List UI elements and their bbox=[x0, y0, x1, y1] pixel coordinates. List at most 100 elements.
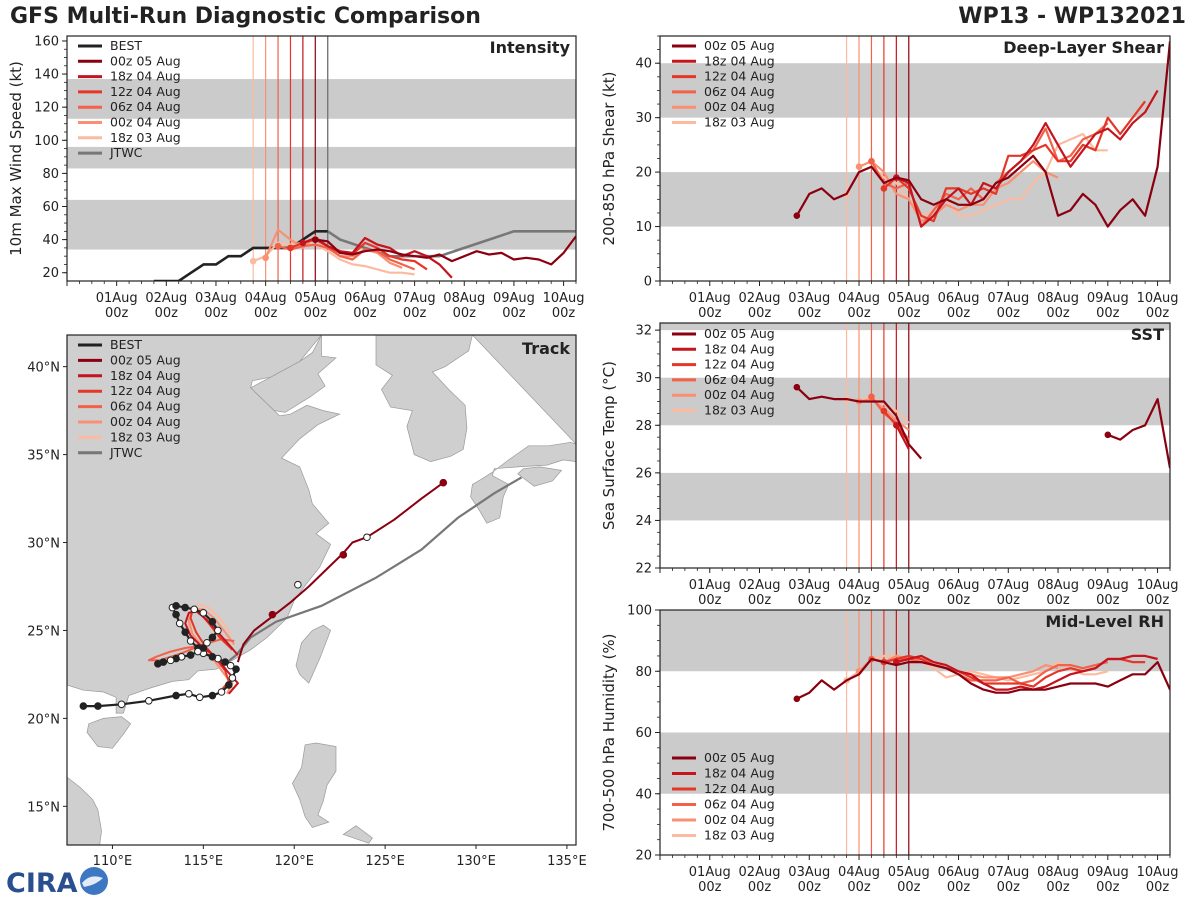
forecast-track-point bbox=[439, 478, 448, 487]
series-line bbox=[795, 41, 1170, 228]
y-tick-label: 100 bbox=[34, 134, 59, 149]
best-track-point bbox=[117, 700, 126, 709]
y-tick-label: 30 bbox=[635, 371, 652, 386]
best-track-point bbox=[79, 702, 88, 710]
x-tick-label: 09Aug bbox=[1087, 865, 1129, 880]
forecast-track-point bbox=[363, 533, 371, 542]
x-tick-sublabel: 00z bbox=[748, 593, 772, 608]
best-track-point bbox=[194, 647, 202, 656]
legend-label: 00z 05 Aug bbox=[110, 53, 181, 68]
x-tick-label: 04Aug bbox=[838, 291, 880, 306]
legend-label: 12z 04 Aug bbox=[704, 357, 775, 372]
legend-label: 12z 04 Aug bbox=[110, 383, 181, 398]
x-tick-sublabel: 00z bbox=[502, 306, 526, 321]
series-start-point bbox=[868, 393, 875, 401]
series-start-point bbox=[793, 212, 801, 219]
x-tick-label: 08Aug bbox=[1037, 291, 1079, 306]
storm-id: WP13 - WP132021 bbox=[958, 4, 1186, 29]
shade-band bbox=[660, 732, 1170, 794]
y-tick-label: 160 bbox=[34, 34, 59, 49]
best-track-point bbox=[186, 637, 195, 645]
y-tick-label: 28 bbox=[635, 419, 652, 434]
x-tick-sublabel: 00z bbox=[698, 880, 722, 895]
panel-intensity: 2040608010012014016001Aug00z02Aug00z03Au… bbox=[7, 34, 585, 321]
panel-rh: 2040608010001Aug00z02Aug00z03Aug00z04Aug… bbox=[600, 604, 1179, 896]
legend-label: 06z 04 Aug bbox=[704, 84, 775, 99]
x-tick-sublabel: 00z bbox=[947, 306, 971, 321]
best-track-point bbox=[217, 688, 226, 696]
shade-band bbox=[660, 377, 1170, 426]
panel-title: Mid-Level RH bbox=[1045, 612, 1164, 631]
x-tick-sublabel: 00z bbox=[254, 306, 278, 321]
x-tick-label: 02Aug bbox=[739, 865, 781, 880]
shade-band bbox=[67, 146, 576, 169]
best-track-point bbox=[214, 626, 222, 635]
legend-label: 06z 04 Aug bbox=[704, 797, 775, 812]
best-track-point bbox=[166, 656, 175, 665]
series-line bbox=[796, 386, 923, 460]
land-mass bbox=[292, 742, 337, 828]
plot-area bbox=[793, 41, 1170, 228]
series-line bbox=[315, 235, 576, 266]
plot-area bbox=[793, 654, 1170, 703]
x-tick-label: 02Aug bbox=[739, 578, 781, 593]
x-tick-label: 01Aug bbox=[96, 291, 138, 306]
lon-label: 135°E bbox=[547, 854, 587, 869]
x-tick-label: 02Aug bbox=[739, 291, 781, 306]
y-tick-label: 32 bbox=[635, 324, 652, 339]
plot-area bbox=[793, 383, 1170, 469]
x-tick-sublabel: 00z bbox=[748, 880, 772, 895]
legend-label: 00z 05 Aug bbox=[704, 326, 775, 341]
panel-title: Track bbox=[522, 339, 570, 358]
y-tick-label: 40 bbox=[42, 233, 59, 248]
series-line bbox=[252, 241, 415, 276]
best-track-point bbox=[208, 633, 217, 642]
land-mass bbox=[67, 776, 102, 845]
series-start-point bbox=[880, 185, 888, 192]
legend-label: 00z 04 Aug bbox=[704, 387, 775, 402]
x-tick-sublabel: 00z bbox=[947, 880, 971, 895]
panel-title: Deep-Layer Shear bbox=[1003, 38, 1164, 57]
best-track-point bbox=[175, 619, 184, 628]
legend-label: 06z 04 Aug bbox=[704, 372, 775, 387]
logo-text: CIRA bbox=[6, 868, 78, 898]
best-track-point bbox=[208, 691, 217, 700]
x-tick-label: 01Aug bbox=[689, 865, 731, 880]
x-tick-sublabel: 00z bbox=[204, 306, 228, 321]
series-line bbox=[883, 100, 1146, 223]
x-tick-sublabel: 00z bbox=[798, 880, 822, 895]
lat-label: 35°N bbox=[27, 449, 60, 464]
x-tick-label: 10Aug bbox=[1137, 578, 1179, 593]
y-tick-label: 26 bbox=[635, 466, 652, 481]
series-start-point bbox=[793, 383, 801, 391]
series-start-point bbox=[893, 421, 900, 429]
legend-label: 18z 04 Aug bbox=[110, 368, 181, 383]
land-mass bbox=[86, 716, 132, 749]
x-tick-label: 08Aug bbox=[1037, 865, 1079, 880]
x-tick-sublabel: 00z bbox=[155, 306, 179, 321]
track-forecast bbox=[187, 608, 236, 695]
series-start-point bbox=[868, 157, 875, 165]
x-tick-label: 05Aug bbox=[888, 865, 930, 880]
x-tick-label: 05Aug bbox=[294, 291, 336, 306]
best-track-point bbox=[172, 610, 180, 619]
legend-label: BEST bbox=[110, 337, 142, 352]
legend-label: 00z 04 Aug bbox=[704, 99, 775, 114]
series-line bbox=[896, 654, 1158, 691]
series-start-point bbox=[793, 695, 801, 703]
legend-label: 18z 04 Aug bbox=[704, 341, 775, 356]
x-tick-sublabel: 00z bbox=[698, 593, 722, 608]
x-tick-label: 01Aug bbox=[689, 578, 731, 593]
legend-label: JTWC bbox=[109, 145, 143, 160]
forecast-track-point bbox=[339, 551, 348, 559]
series-start-point bbox=[274, 242, 282, 250]
land-mass bbox=[67, 335, 341, 714]
y-axis-label: 700-500 hPa Humidity (%) bbox=[600, 633, 618, 831]
legend-label: 12z 04 Aug bbox=[704, 781, 775, 796]
y-axis-label: Sea Surface Temp (°C) bbox=[600, 361, 618, 530]
legend-label: 00z 04 Aug bbox=[704, 812, 775, 827]
legend-label: 18z 03 Aug bbox=[704, 828, 775, 843]
legend-label: 18z 04 Aug bbox=[110, 69, 181, 84]
series-line bbox=[277, 243, 416, 271]
